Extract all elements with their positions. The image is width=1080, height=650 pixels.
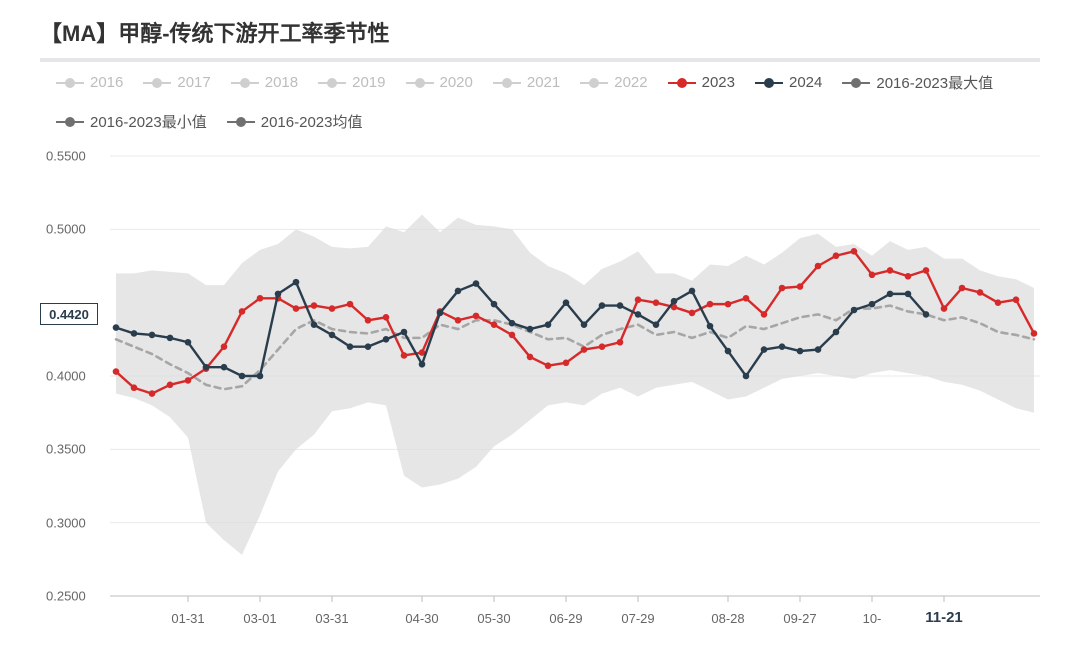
y-tick-label: 0.3500 (46, 442, 86, 457)
legend-label: 2016-2023最小值 (90, 111, 207, 132)
chart-title: 【MA】甲醇-传统下游开工率季节性 (40, 21, 390, 46)
x-tick-label: 10- (863, 611, 882, 626)
legend-swatch (143, 76, 171, 90)
legend-label: 2022 (614, 74, 647, 91)
legend-item[interactable]: 2022 (580, 72, 647, 93)
x-tick-label: 08-28 (711, 611, 744, 626)
x-tick-label: 01-31 (171, 611, 204, 626)
legend-swatch (318, 76, 346, 90)
legend-label: 2021 (527, 74, 560, 91)
legend-item[interactable]: 2018 (231, 72, 298, 93)
x-tick-label: 03-01 (243, 611, 276, 626)
x-tick-label: 09-27 (783, 611, 816, 626)
legend-item[interactable]: 2016-2023最小值 (56, 111, 207, 132)
legend-item[interactable]: 2016-2023均值 (227, 111, 363, 132)
legend-label: 2018 (265, 74, 298, 91)
legend-label: 2023 (702, 74, 735, 91)
legend-swatch (842, 76, 870, 90)
x-tick-label: 11-21 (925, 609, 963, 626)
svg-text:紫金天风期货: 紫金天风期货 (529, 288, 613, 304)
legend-item[interactable]: 2021 (493, 72, 560, 93)
chart-svg: 紫金天风期货 (110, 150, 1040, 602)
legend-label: 2016-2023均值 (261, 111, 363, 132)
legend-swatch (56, 76, 84, 90)
y-tick-label: 0.5000 (46, 222, 86, 237)
x-tick-label: 07-29 (621, 611, 654, 626)
chart-container: 【MA】甲醇-传统下游开工率季节性 2016201720182019202020… (0, 0, 1080, 650)
legend-label: 2016 (90, 74, 123, 91)
legend-label: 2016-2023最大值 (876, 72, 993, 93)
legend-item[interactable]: 2024 (755, 72, 822, 93)
legend-label: 2017 (177, 74, 210, 91)
x-tick-label: 03-31 (315, 611, 348, 626)
legend-label: 2019 (352, 74, 385, 91)
y-tick-label: 0.5500 (46, 149, 86, 164)
legend-swatch (668, 76, 696, 90)
legend-item[interactable]: 2016-2023最大值 (842, 72, 993, 93)
legend-swatch (493, 76, 521, 90)
legend-swatch (406, 76, 434, 90)
x-tick-label: 06-29 (549, 611, 582, 626)
legend-item[interactable]: 2017 (143, 72, 210, 93)
legend: 2016 2017 2018 2019 2020 2021 2022 2023 2024 2016… (56, 72, 1040, 132)
y-tick-label: 0.2500 (46, 589, 86, 604)
y-axis-annotation: 0.4420 (40, 303, 98, 325)
legend-swatch (227, 115, 255, 129)
legend-swatch (755, 76, 783, 90)
legend-label: 2020 (440, 74, 473, 91)
legend-item[interactable]: 2023 (668, 72, 735, 93)
legend-item[interactable]: 2016 (56, 72, 123, 93)
title-bar: 【MA】甲醇-传统下游开工率季节性 (40, 10, 1040, 62)
y-tick-label: 0.3000 (46, 515, 86, 530)
plot-area: 紫金天风期货 0.2500 0.3000 0.3500 0.4000 0.4420 0.5… (40, 150, 1040, 632)
legend-swatch (56, 115, 84, 129)
legend-swatch (231, 76, 259, 90)
legend-item[interactable]: 2020 (406, 72, 473, 93)
legend-item[interactable]: 2019 (318, 72, 385, 93)
x-tick-label: 04-30 (405, 611, 438, 626)
x-tick-label: 05-30 (477, 611, 510, 626)
legend-swatch (580, 76, 608, 90)
y-tick-label: 0.4000 (46, 369, 86, 384)
legend-label: 2024 (789, 74, 822, 91)
